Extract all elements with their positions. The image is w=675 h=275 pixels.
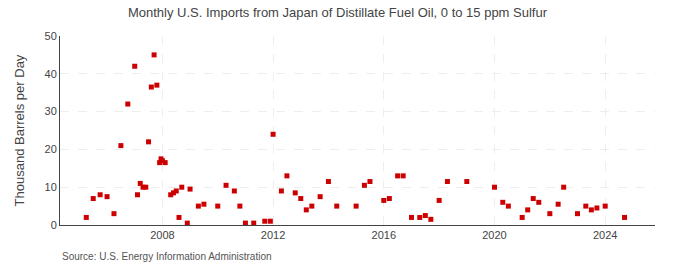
svg-text:50: 50 — [45, 30, 57, 42]
svg-text:40: 40 — [45, 68, 57, 80]
svg-text:30: 30 — [45, 105, 57, 117]
svg-text:2008: 2008 — [150, 229, 174, 241]
svg-text:2020: 2020 — [482, 229, 506, 241]
svg-text:20: 20 — [45, 143, 57, 155]
svg-text:0: 0 — [51, 219, 57, 231]
svg-text:Thousand Barrels per Day: Thousand Barrels per Day — [12, 54, 27, 206]
svg-text:2012: 2012 — [261, 229, 285, 241]
svg-text:Monthly U.S. Imports from Japa: Monthly U.S. Imports from Japan of Disti… — [128, 5, 548, 20]
svg-text:10: 10 — [45, 181, 57, 193]
svg-text:2024: 2024 — [593, 229, 617, 241]
svg-text:Source: U.S. Energy Informatio: Source: U.S. Energy Information Administ… — [62, 251, 272, 262]
svg-text:2016: 2016 — [372, 229, 396, 241]
